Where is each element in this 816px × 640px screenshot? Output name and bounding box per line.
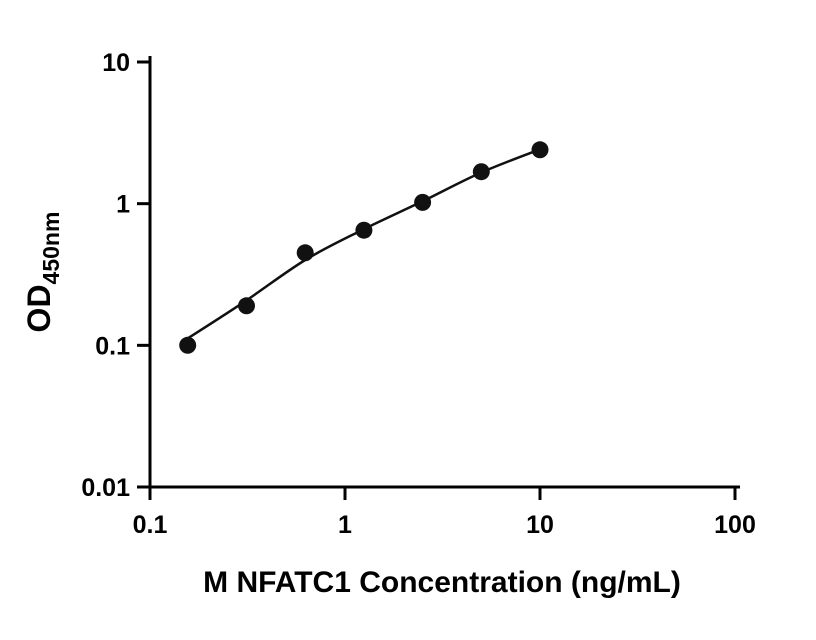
- data-point: [531, 141, 549, 159]
- y-tick-label: 1: [116, 191, 130, 219]
- data-point: [355, 221, 373, 239]
- data-point: [296, 244, 314, 262]
- x-tick-label: 100: [714, 511, 756, 539]
- data-point: [238, 297, 255, 315]
- data-point: [472, 163, 490, 181]
- data-point: [179, 336, 197, 354]
- y-axis-label-main: OD: [21, 284, 57, 332]
- data-point: [414, 193, 432, 211]
- y-axis-label-subscript: 450nm: [38, 212, 64, 285]
- y-tick-label: 10: [102, 49, 130, 77]
- x-tick-label: 1: [338, 511, 352, 539]
- y-axis-label: OD450nm: [21, 212, 64, 333]
- y-tick-label: 0.1: [95, 332, 130, 360]
- y-tick-label: 0.01: [81, 474, 130, 502]
- x-tick-label: 10: [526, 511, 554, 539]
- x-tick-label: 0.1: [133, 511, 168, 539]
- x-axis-label: M NFATC1 Concentration (ng/mL): [203, 566, 681, 599]
